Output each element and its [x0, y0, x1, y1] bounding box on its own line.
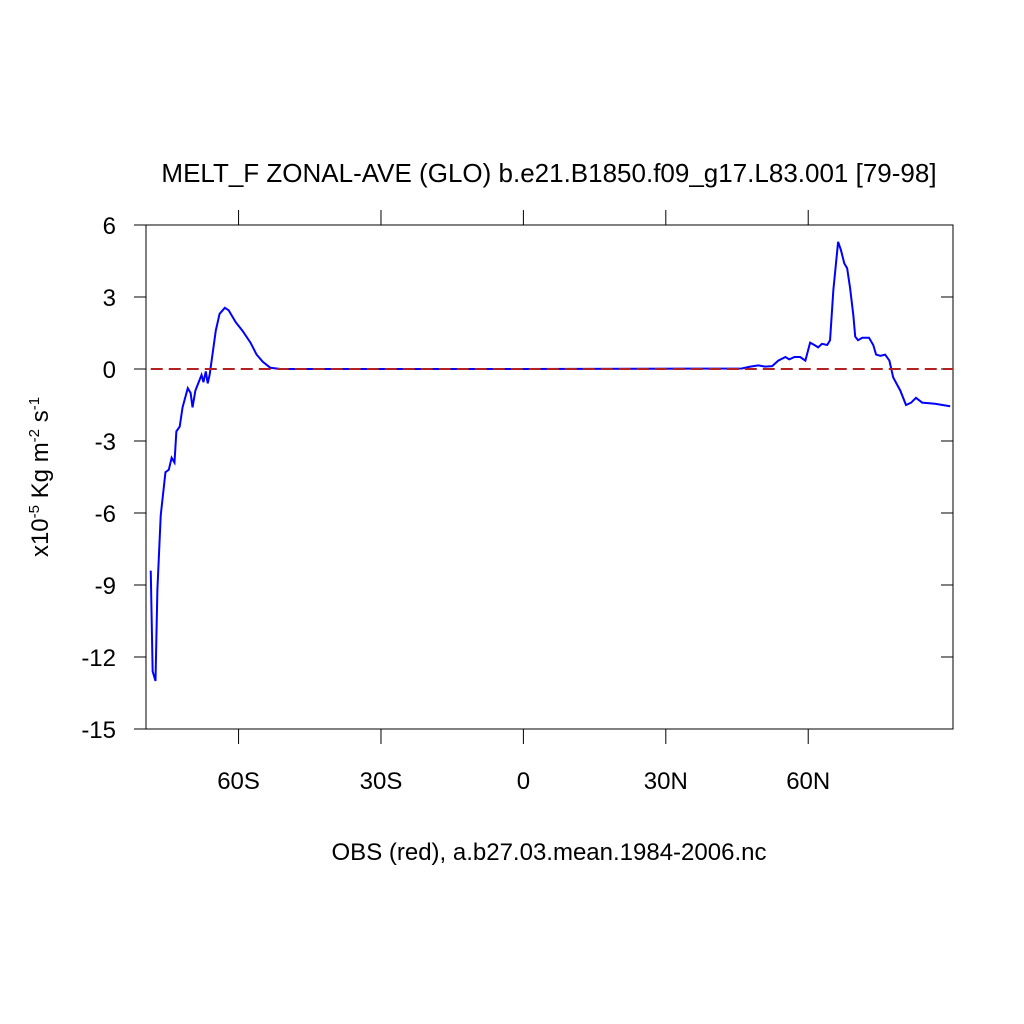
y-label-part: Kg m	[27, 442, 54, 505]
y-label-sup: -2	[26, 429, 43, 442]
plot-frame	[145, 224, 954, 730]
y-label-part: x10	[27, 518, 54, 557]
series-line	[149, 241, 951, 682]
x-tick-label: 30N	[644, 768, 688, 795]
y-tick-label: -15	[81, 717, 116, 744]
y-tick-label: 6	[103, 213, 116, 240]
y-label-sup: -1	[26, 397, 43, 410]
y-tick-label: 3	[103, 285, 116, 312]
y-axis-label: x10-5 Kg m-2 s-1	[26, 397, 54, 557]
y-tick-label: 0	[103, 357, 116, 384]
y-label-part: s	[27, 410, 54, 429]
x-tick-label: 60N	[786, 768, 830, 795]
y-tick-label: -6	[95, 501, 116, 528]
x-tick-label: 60S	[217, 768, 260, 795]
x-tick-label: 30S	[360, 768, 403, 795]
x-axis-label: OBS (red), a.b27.03.mean.1984-2006.nc	[332, 839, 767, 866]
chart-title: MELT_F ZONAL-AVE (GLO) b.e21.B1850.f09_g…	[161, 158, 936, 188]
y-label-sup: -5	[26, 505, 43, 518]
x-tick-label: 0	[517, 768, 530, 795]
y-tick-label: -12	[81, 645, 116, 672]
y-tick-label: -9	[95, 573, 116, 600]
y-tick-label: -3	[95, 429, 116, 456]
